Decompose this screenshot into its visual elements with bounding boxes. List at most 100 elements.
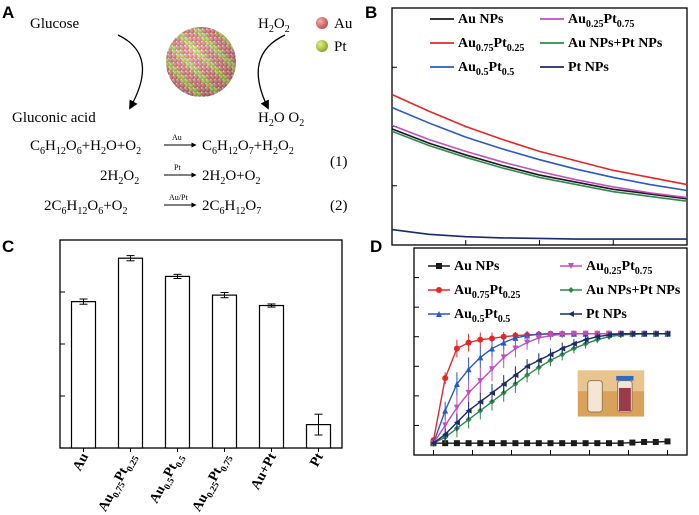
marker-d-5-7 xyxy=(512,372,519,379)
legend-label-d-0: Au NPs xyxy=(454,259,500,274)
marker-d-5-9 xyxy=(535,357,542,364)
marker-d-0-10 xyxy=(547,440,554,447)
legend-label-b-5: Pt NPs xyxy=(568,60,609,75)
marker-d-0-8 xyxy=(524,440,531,447)
x-tick-label-c-3: Au0.25Pt0.75 xyxy=(190,451,236,515)
nanoparticle-shading xyxy=(166,27,236,97)
marker-d-0-18 xyxy=(641,438,648,445)
panel-label-a: A xyxy=(2,3,14,22)
marker-d-0-15 xyxy=(606,440,612,447)
marker-d-2-2 xyxy=(453,381,460,388)
glucose-label: Glucose xyxy=(30,16,79,32)
legend-label-b-4: Au NPs+Pt NPs xyxy=(568,36,663,51)
marker-d-0-13 xyxy=(582,440,589,447)
marker-d-3-13 xyxy=(582,330,589,337)
legend-label-d-2: Au0.5Pt0.5 xyxy=(454,307,510,325)
glucose-arrow xyxy=(117,34,144,110)
inset-vial-liquid xyxy=(618,387,631,412)
marker-d-1-5 xyxy=(489,335,495,342)
panel-b: B Au NPs Au0.75Pt0.25 Au0.5Pt0.5 Au0.25Pt0.… xyxy=(365,3,688,246)
x-tick-label-c-2: Au0.5Pt0.5 xyxy=(147,451,189,508)
marker-d-1-1 xyxy=(442,375,449,382)
marker-d-5-13 xyxy=(582,336,589,343)
marker-d-2-7 xyxy=(512,334,519,341)
marker-d-3-2 xyxy=(453,404,460,411)
legend-label-b-0: Au NPs xyxy=(458,12,504,27)
inset-vial-clear xyxy=(587,380,603,413)
marker-d-5-20 xyxy=(664,330,671,337)
marker-d-0-4 xyxy=(477,440,484,447)
legend-label-b-2: Au0.5Pt0.5 xyxy=(458,60,514,78)
panel-label-c: C xyxy=(2,237,14,256)
eq2-catalyst: Au/Pt xyxy=(169,193,188,202)
marker-d-0-16 xyxy=(617,440,624,447)
marker-d-3-9 xyxy=(535,334,542,341)
panel-label-d: D xyxy=(370,237,382,256)
pt-legend-label: Pt xyxy=(334,39,347,55)
legend-label-d-3: Au0.25Pt0.75 xyxy=(586,259,652,277)
marker-d-1-3 xyxy=(465,339,472,346)
marker-d-5-4 xyxy=(477,398,484,405)
series-line-b-4 xyxy=(391,130,688,202)
eq1-number: (1) xyxy=(330,154,348,170)
series-line-b-2 xyxy=(391,106,688,192)
eq1b-lhs: 2H2O2 xyxy=(100,168,139,187)
marker-d-0-2 xyxy=(453,440,460,447)
marker-d-5-12 xyxy=(570,340,577,347)
legend-marker-d-2 xyxy=(436,311,442,317)
marker-d-5-6 xyxy=(500,381,507,388)
bar-c-2 xyxy=(164,275,191,449)
panel-label-b: B xyxy=(365,3,377,22)
gluconic-acid-label: Gluconic acid xyxy=(12,110,96,126)
absorbance-spectrum-chart: Au NPs Au0.75Pt0.25 Au0.5Pt0.5 Au0.25Pt0.75… xyxy=(391,7,688,246)
bar-c-3 xyxy=(211,294,238,449)
marker-d-5-18 xyxy=(641,330,648,337)
marker-d-3-6 xyxy=(500,354,507,361)
eq1-catalyst: Au xyxy=(172,133,182,142)
marker-d-5-2 xyxy=(453,419,460,426)
legend-marker-d-3 xyxy=(568,263,574,269)
marker-d-2-5 xyxy=(489,345,495,352)
legend-label-b-3: Au0.25Pt0.75 xyxy=(568,12,634,30)
eq1-rhs: C6H12O7+H2O2 xyxy=(202,138,294,157)
legend-marker-d-1 xyxy=(436,287,442,293)
marker-d-2-6 xyxy=(500,339,507,346)
oxygen-release-chart: Au NPs Au0.75Pt0.25 Au0.5Pt0.5 Au0.25Pt0.75… xyxy=(413,247,688,456)
legend-label-b-1: Au0.75Pt0.25 xyxy=(458,36,524,54)
x-tick-label-c-4: Au+Pt xyxy=(248,451,280,493)
nanoparticle-bead-5 xyxy=(210,27,216,30)
marker-d-0-14 xyxy=(594,440,601,447)
x-tick-label-c-0: Au xyxy=(70,451,92,474)
marker-d-3-3 xyxy=(465,389,472,396)
marker-d-2-3 xyxy=(465,366,472,373)
marker-d-0-5 xyxy=(489,440,495,447)
marker-d-0-11 xyxy=(559,440,566,447)
marker-d-0-7 xyxy=(512,440,519,447)
marker-d-0-20 xyxy=(664,438,671,445)
x-tick-label-c-5: Pt xyxy=(308,451,328,470)
marker-d-3-7 xyxy=(512,345,519,352)
legend-marker-d-4 xyxy=(568,287,574,293)
panel-d: D Au NPs Au0.75Pt0.25 Au0.5Pt0.5 Au0.25Pt0.… xyxy=(370,237,688,456)
series-line-b-1 xyxy=(391,93,688,186)
series-line-b-0 xyxy=(391,128,688,200)
marker-d-3-12 xyxy=(570,330,577,337)
marker-d-5-11 xyxy=(559,345,566,352)
marker-d-1-2 xyxy=(453,345,460,352)
h2o2-label: H2O2 xyxy=(258,16,290,35)
marker-d-3-8 xyxy=(524,339,531,346)
marker-d-4-8 xyxy=(524,372,531,379)
au-legend-bead xyxy=(316,17,328,29)
marker-d-3-1 xyxy=(442,422,449,429)
marker-d-3-11 xyxy=(559,331,566,338)
h2o2-arrow xyxy=(257,34,286,110)
marker-d-1-4 xyxy=(477,336,484,343)
marker-d-3-5 xyxy=(489,366,495,373)
eq1-lhs: C6H12O6+H2O+O2 xyxy=(30,138,141,157)
pt-legend-bead xyxy=(316,40,328,52)
legend-marker-d-0 xyxy=(436,263,442,269)
marker-d-2-4 xyxy=(477,354,484,361)
